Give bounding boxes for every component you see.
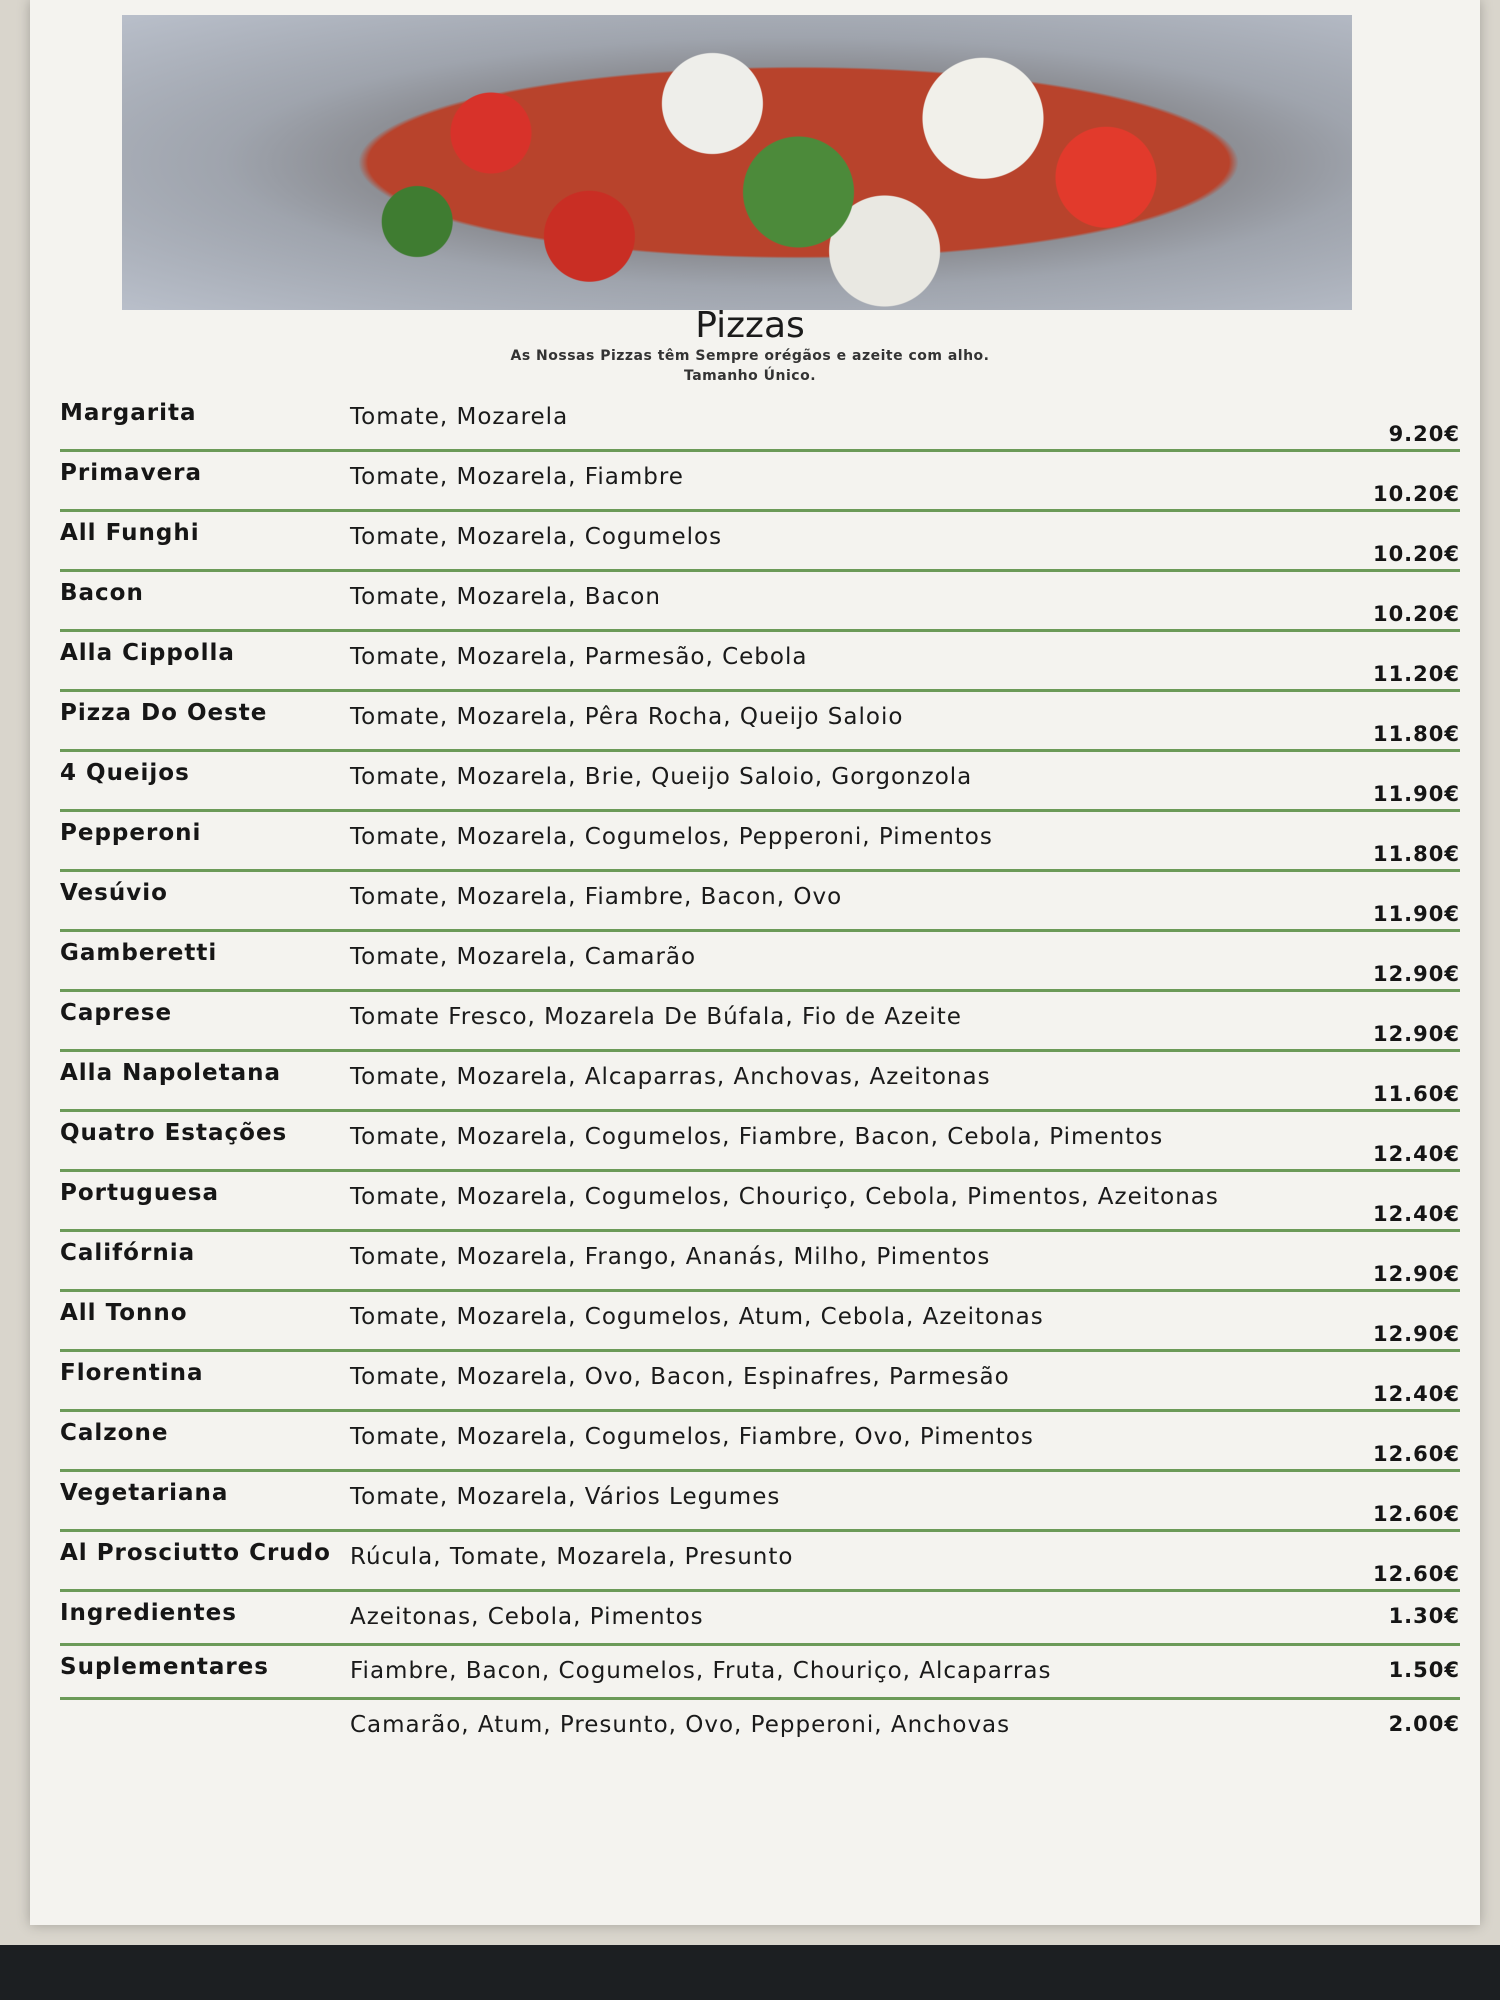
item-name: Calzone bbox=[60, 1420, 169, 1446]
menu-item: Gamberetti Tomate, Mozarela, Camarão 12.90… bbox=[60, 932, 1460, 992]
menu-item: All Funghi Tomate, Mozarela, Cogumelos 10.… bbox=[60, 512, 1460, 572]
item-ingredients: Tomate Fresco, Mozarela De Búfala, Fio d… bbox=[350, 1004, 962, 1030]
item-ingredients: Tomate, Mozarela, Fiambre, Bacon, Ovo bbox=[350, 884, 843, 910]
item-name: Bacon bbox=[60, 580, 144, 606]
item-price: 11.90€ bbox=[1372, 902, 1460, 926]
menu-item: All Tonno Tomate, Mozarela, Cogumelos, At… bbox=[60, 1292, 1460, 1352]
menu-item: 4 Queijos Tomate, Mozarela, Brie, Queijo … bbox=[60, 752, 1460, 812]
item-name: All Funghi bbox=[60, 520, 200, 546]
item-ingredients: Tomate, Mozarela, Cogumelos, Atum, Cebol… bbox=[350, 1304, 1044, 1330]
item-price: 12.40€ bbox=[1372, 1202, 1460, 1226]
item-ingredients: Camarão, Atum, Presunto, Ovo, Pepperoni,… bbox=[350, 1712, 1011, 1738]
table-edge bbox=[0, 1945, 1500, 2000]
item-price: 12.60€ bbox=[1372, 1502, 1460, 1526]
item-name: Al Prosciutto Crudo bbox=[60, 1540, 331, 1566]
item-price: 12.60€ bbox=[1372, 1442, 1460, 1466]
menu-item: Califórnia Tomate, Mozarela, Frango, Anan… bbox=[60, 1232, 1460, 1292]
menu-item: Margarita Tomate, Mozarela 9.20€ bbox=[60, 392, 1460, 452]
item-ingredients: Tomate, Mozarela, Cogumelos, Fiambre, Ba… bbox=[350, 1124, 1164, 1150]
item-price: 11.80€ bbox=[1372, 842, 1460, 866]
item-ingredients: Tomate, Mozarela, Camarão bbox=[350, 944, 697, 970]
item-name: Ingredientes bbox=[60, 1600, 237, 1626]
item-price: 12.90€ bbox=[1372, 1322, 1460, 1346]
menu-item: Pepperoni Tomate, Mozarela, Cogumelos, Pe… bbox=[60, 812, 1460, 872]
item-ingredients: Tomate, Mozarela, Parmesão, Cebola bbox=[350, 644, 808, 670]
item-name: Gamberetti bbox=[60, 940, 218, 966]
pizza-photo bbox=[122, 15, 1352, 310]
extra-row: Suplementares Fiambre, Bacon, Cogumelos, … bbox=[60, 1646, 1460, 1700]
item-price: 12.40€ bbox=[1372, 1382, 1460, 1406]
menu-item: Alla Cippolla Tomate, Mozarela, Parmesão,… bbox=[60, 632, 1460, 692]
item-price: 1.30€ bbox=[1388, 1604, 1460, 1628]
item-ingredients: Tomate, Mozarela, Fiambre bbox=[350, 464, 684, 490]
item-ingredients: Tomate, Mozarela, Cogumelos, Fiambre, Ov… bbox=[350, 1424, 1034, 1450]
item-ingredients: Fiambre, Bacon, Cogumelos, Fruta, Chouri… bbox=[350, 1658, 1052, 1684]
item-price: 10.20€ bbox=[1372, 482, 1460, 506]
item-ingredients: Tomate, Mozarela, Bacon bbox=[350, 584, 661, 610]
item-name: Florentina bbox=[60, 1360, 204, 1386]
extra-row: Ingredientes Azeitonas, Cebola, Pimentos 1… bbox=[60, 1592, 1460, 1646]
item-name: Pizza Do Oeste bbox=[60, 700, 268, 726]
menu-item: Alla Napoletana Tomate, Mozarela, Alcapar… bbox=[60, 1052, 1460, 1112]
item-price: 12.40€ bbox=[1372, 1142, 1460, 1166]
item-ingredients: Tomate, Mozarela, Vários Legumes bbox=[350, 1484, 781, 1510]
menu-item: Bacon Tomate, Mozarela, Bacon 10.20€ bbox=[60, 572, 1460, 632]
item-ingredients: Tomate, Mozarela, Pêra Rocha, Queijo Sal… bbox=[350, 704, 904, 730]
page-title: Pizzas bbox=[695, 305, 805, 346]
item-price: 11.90€ bbox=[1372, 782, 1460, 806]
item-name: 4 Queijos bbox=[60, 760, 190, 786]
subtitle: As Nossas Pizzas têm Sempre orégãos e az… bbox=[510, 348, 990, 364]
item-price: 12.90€ bbox=[1372, 1262, 1460, 1286]
menu-item: Primavera Tomate, Mozarela, Fiambre 10.20€ bbox=[60, 452, 1460, 512]
item-name: Califórnia bbox=[60, 1240, 196, 1266]
item-price: 11.80€ bbox=[1372, 722, 1460, 746]
menu-page bbox=[30, 0, 1480, 1925]
item-ingredients: Tomate, Mozarela bbox=[350, 404, 569, 430]
item-price: 10.20€ bbox=[1372, 542, 1460, 566]
item-price: 2.00€ bbox=[1388, 1712, 1460, 1736]
item-name: Suplementares bbox=[60, 1654, 269, 1680]
item-name: Vegetariana bbox=[60, 1480, 229, 1506]
item-price: 1.50€ bbox=[1388, 1658, 1460, 1682]
item-name: All Tonno bbox=[60, 1300, 188, 1326]
menu-item: Pizza Do Oeste Tomate, Mozarela, Pêra Roc… bbox=[60, 692, 1460, 752]
item-price: 11.20€ bbox=[1372, 662, 1460, 686]
item-ingredients: Tomate, Mozarela, Ovo, Bacon, Espinafres… bbox=[350, 1364, 1010, 1390]
item-name: Alla Napoletana bbox=[60, 1060, 282, 1086]
menu-item: Vesúvio Tomate, Mozarela, Fiambre, Bacon,… bbox=[60, 872, 1460, 932]
item-price: 10.20€ bbox=[1372, 602, 1460, 626]
menu-item: Portuguesa Tomate, Mozarela, Cogumelos, C… bbox=[60, 1172, 1460, 1232]
item-name: Portuguesa bbox=[60, 1180, 220, 1206]
item-price: 12.90€ bbox=[1372, 1022, 1460, 1046]
item-price: 9.20€ bbox=[1388, 422, 1460, 446]
item-name: Vesúvio bbox=[60, 880, 168, 906]
menu-item: Florentina Tomate, Mozarela, Ovo, Bacon, … bbox=[60, 1352, 1460, 1412]
item-ingredients: Tomate, Mozarela, Cogumelos, Chouriço, C… bbox=[350, 1184, 1219, 1210]
item-name: Quatro Estações bbox=[60, 1120, 288, 1146]
menu-list: Margarita Tomate, Mozarela 9.20€ Primavera T… bbox=[60, 392, 1460, 1754]
item-ingredients: Tomate, Mozarela, Cogumelos, Pepperoni, … bbox=[350, 824, 993, 850]
menu-item: Quatro Estações Tomate, Mozarela, Cogumel… bbox=[60, 1112, 1460, 1172]
menu-item: Calzone Tomate, Mozarela, Cogumelos, Fiam… bbox=[60, 1412, 1460, 1472]
size-note: Tamanho Único. bbox=[683, 368, 817, 384]
menu-item: Vegetariana Tomate, Mozarela, Vários Legu… bbox=[60, 1472, 1460, 1532]
item-name: Alla Cippolla bbox=[60, 640, 235, 666]
menu-item: Caprese Tomate Fresco, Mozarela De Búfala… bbox=[60, 992, 1460, 1052]
item-price: 12.90€ bbox=[1372, 962, 1460, 986]
extra-row: Camarão, Atum, Presunto, Ovo, Pepperoni,… bbox=[60, 1700, 1460, 1754]
item-name: Primavera bbox=[60, 460, 203, 486]
item-ingredients: Tomate, Mozarela, Alcaparras, Anchovas, … bbox=[350, 1064, 991, 1090]
item-ingredients: Tomate, Mozarela, Brie, Queijo Saloio, G… bbox=[350, 764, 973, 790]
item-ingredients: Tomate, Mozarela, Cogumelos bbox=[350, 524, 723, 550]
item-ingredients: Tomate, Mozarela, Frango, Ananás, Milho,… bbox=[350, 1244, 991, 1270]
menu-item: Al Prosciutto Crudo Rúcula, Tomate, Mozar… bbox=[60, 1532, 1460, 1592]
item-ingredients: Rúcula, Tomate, Mozarela, Presunto bbox=[350, 1544, 794, 1570]
item-ingredients: Azeitonas, Cebola, Pimentos bbox=[350, 1604, 704, 1630]
item-name: Caprese bbox=[60, 1000, 173, 1026]
item-price: 12.60€ bbox=[1372, 1562, 1460, 1586]
item-name: Margarita bbox=[60, 400, 197, 426]
item-price: 11.60€ bbox=[1372, 1082, 1460, 1106]
item-name: Pepperoni bbox=[60, 820, 202, 846]
